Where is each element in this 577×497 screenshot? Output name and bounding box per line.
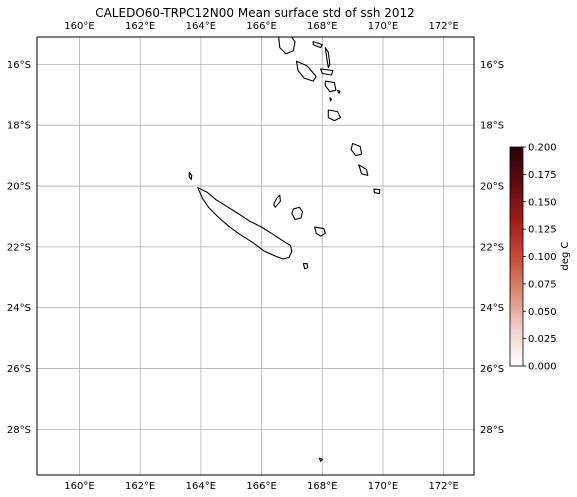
lon-tick-label-bottom: 166°E	[246, 481, 276, 492]
colorbar: 0.000 0.025 0.050 0.075 0.100 0.125 0.150 0.175…	[509, 143, 571, 373]
lon-tick-label-bottom: 162°E	[125, 481, 155, 492]
coastlines	[188, 37, 381, 462]
map-frame	[36, 36, 475, 476]
colorbar-tick-label: 0.000	[528, 362, 557, 373]
coastline-tongoa	[336, 89, 341, 94]
lon-tick-label-bottom: 172°E	[428, 481, 458, 492]
lat-tick-label-right: 18°S	[480, 121, 504, 132]
coastline-lifou	[291, 206, 304, 221]
lat-tick-label-left: 26°S	[7, 364, 31, 375]
lon-tick-label-top: 160°E	[64, 21, 94, 32]
lon-tick-label-bottom: 160°E	[64, 481, 94, 492]
lat-tick-label-left: 16°S	[7, 60, 31, 71]
lon-tick-label-top: 162°E	[125, 21, 155, 32]
coastline-malakula	[295, 60, 317, 82]
lat-tick-label-left: 18°S	[7, 121, 31, 132]
longitude-labels: 160°E 160°E 162°E 162°E 164°E 164°E 166°E 166°E…	[64, 21, 459, 492]
lat-tick-label-right: 20°S	[480, 182, 504, 193]
coastline-shepherd	[329, 97, 332, 102]
coastline-espiritu-santo	[278, 37, 296, 55]
lat-tick-label-left: 24°S	[7, 303, 31, 314]
lon-tick-label-bottom: 170°E	[368, 481, 398, 492]
colorbar-tick-label: 0.125	[528, 225, 557, 236]
lat-tick-label-right: 24°S	[480, 303, 504, 314]
lon-tick-label-top: 172°E	[428, 21, 458, 32]
coastline-paama-epi	[324, 80, 337, 93]
colorbar-tick-label: 0.025	[528, 334, 557, 345]
lon-tick-label-top: 170°E	[368, 21, 398, 32]
lon-tick-label-top: 164°E	[186, 21, 216, 32]
coastline-mare	[314, 226, 326, 237]
lat-tick-label-right: 28°S	[480, 425, 504, 436]
coastline-ile-des-pins	[302, 263, 309, 270]
gridlines	[37, 37, 474, 475]
coastline-belep	[188, 171, 193, 180]
lon-tick-label-top: 166°E	[246, 21, 276, 32]
coastline-ouvea	[273, 194, 281, 208]
colorbar-tick-label: 0.200	[528, 143, 557, 154]
coastline-tanna	[358, 164, 369, 176]
colorbar-label: deg C	[560, 241, 571, 270]
lon-tick-label-top: 168°E	[307, 21, 337, 32]
lon-tick-label-bottom: 164°E	[186, 481, 216, 492]
colorbar-ticks: 0.000 0.025 0.050 0.075 0.100 0.125 0.150 0.175…	[523, 143, 557, 373]
coastline-hunter	[318, 457, 323, 462]
lat-tick-label-right: 22°S	[480, 242, 504, 253]
coastline-grande-terre	[197, 187, 293, 260]
coastline-efate	[327, 109, 342, 122]
colorbar-tick-label: 0.075	[528, 279, 557, 290]
colorbar-tick-label: 0.150	[528, 197, 557, 208]
coastline-erromango	[350, 142, 363, 157]
lon-tick-label-bottom: 168°E	[307, 481, 337, 492]
lat-tick-label-right: 16°S	[480, 60, 504, 71]
colorbar-tick-label: 0.100	[528, 252, 557, 263]
lat-tick-label-left: 22°S	[7, 242, 31, 253]
coastline-aoba	[312, 41, 323, 49]
coastline-ambrym	[320, 68, 334, 76]
colorbar-tick-label: 0.050	[528, 307, 557, 318]
map-title: CALEDO60-TRPC12N00 Mean surface std of s…	[95, 6, 415, 20]
coastline-aneityum	[373, 188, 381, 195]
lat-tick-label-left: 20°S	[7, 182, 31, 193]
colorbar-tick-label: 0.175	[528, 170, 557, 181]
lat-tick-label-left: 28°S	[7, 425, 31, 436]
colorbar-gradient	[509, 146, 524, 367]
coastline-pentecost	[324, 47, 331, 68]
lat-tick-label-right: 26°S	[480, 364, 504, 375]
latitude-labels: 16°S 16°S 18°S 18°S 20°S 20°S 22°S 22°S 24°S 24°S…	[7, 60, 504, 436]
